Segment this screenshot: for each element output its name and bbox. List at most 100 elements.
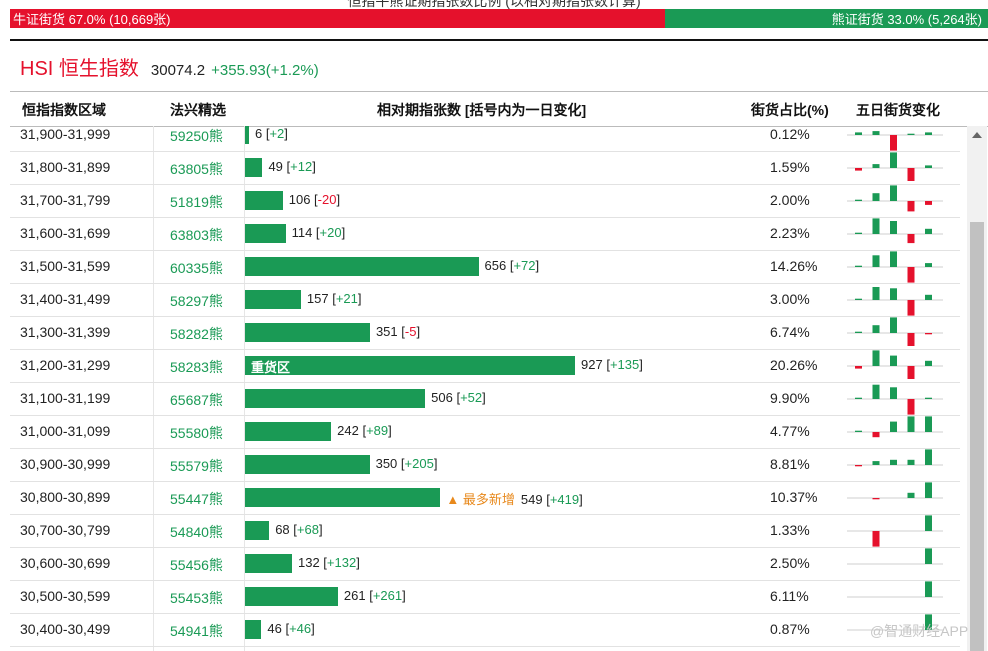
share-cell: 2.23% xyxy=(770,225,810,241)
table-row: 31,100-31,199 65687熊 506 [+52] 9.90% xyxy=(10,382,960,416)
warrant-code-link[interactable]: 54840熊 xyxy=(170,524,223,540)
table-row: 30,600-30,699 55456熊 132 [+132] 2.50% xyxy=(10,547,960,581)
five-day-bar xyxy=(925,132,932,135)
warrant-code-link[interactable]: 54941熊 xyxy=(170,623,223,639)
contracts-bar xyxy=(245,620,262,639)
five-day-bar xyxy=(855,366,862,369)
table-row: 31,000-31,099 55580熊 242 [+89] 4.77% xyxy=(10,415,960,449)
contracts-bar xyxy=(245,257,479,276)
warrant-code-link[interactable]: 58283熊 xyxy=(170,359,223,375)
share-cell: 6.11% xyxy=(770,588,809,604)
contracts-value: 351 [-5] xyxy=(375,324,421,339)
warrant-code-link[interactable]: 55453熊 xyxy=(170,590,223,606)
warrant-code-link[interactable]: 55579熊 xyxy=(170,458,223,474)
warrant-code-link[interactable]: 58297熊 xyxy=(170,293,223,309)
contracts-value: 157 [+21] xyxy=(306,291,362,306)
five-day-bar xyxy=(855,265,862,267)
contracts-value: 46 [+46] xyxy=(267,621,315,636)
column-separator xyxy=(153,126,154,651)
five-day-bar xyxy=(907,133,915,135)
five-day-sparkbar xyxy=(847,251,943,283)
warrant-code-link[interactable]: 59250熊 xyxy=(170,128,223,144)
warrant-code-link[interactable]: 51819熊 xyxy=(170,194,223,210)
daily-change: +132 xyxy=(326,555,357,570)
table-row: 31,600-31,699 63803熊 114 [+20] 2.23% xyxy=(10,217,960,251)
contracts-value: 68 [+68] xyxy=(275,522,323,537)
header-share: 街货占比(%) xyxy=(751,102,829,118)
share-cell: 20.26% xyxy=(770,357,818,373)
five-day-sparkbar xyxy=(847,614,943,631)
table-row: 31,400-31,499 58297熊 157 [+21] 3.00% xyxy=(10,283,960,317)
scroll-up-arrow-icon[interactable] xyxy=(972,132,982,138)
header-contracts: 相对期指张数 [括号内为一日变化] xyxy=(377,102,587,118)
contracts-number: 114 xyxy=(291,225,313,240)
table-row: 30,800-30,899 55447熊 ▲ 最多新增 549 [+419] 10.37… xyxy=(10,481,960,515)
warrant-code-link[interactable]: 65687熊 xyxy=(170,392,223,408)
contracts-bar xyxy=(245,587,338,606)
share-cell: 10.37% xyxy=(770,489,818,505)
contracts-bar xyxy=(245,488,441,507)
contracts-value: 927 [+135] xyxy=(581,357,643,372)
bear-ratio-segment: 熊证街货 33.0% (5,264张) xyxy=(665,9,988,28)
scrollbar-thumb[interactable] xyxy=(970,222,984,651)
table-row: 31,700-31,799 51819熊 106 [-20] 2.00% xyxy=(10,184,960,218)
table-body[interactable]: 31,900-31,999 59250熊 6 [+2] 0.12% 31,800-31,… xyxy=(10,126,960,651)
five-day-sparkbar xyxy=(847,548,943,565)
contracts-bar xyxy=(245,422,332,441)
warrant-code-link[interactable]: 55580熊 xyxy=(170,425,223,441)
five-day-sparkbar xyxy=(847,515,943,547)
five-day-sparkbar xyxy=(847,384,943,415)
daily-change: +20 xyxy=(319,225,342,240)
warrant-code-link[interactable]: 55456熊 xyxy=(170,557,223,573)
five-day-bar xyxy=(907,333,915,346)
five-day-sparkbar xyxy=(847,482,943,500)
range-cell: 31,500-31,599 xyxy=(20,258,111,274)
warrant-code-link[interactable]: 63803熊 xyxy=(170,227,223,243)
scrollbar[interactable] xyxy=(967,126,987,651)
contracts-number: 927 xyxy=(581,357,603,372)
daily-change: +419 xyxy=(549,492,580,507)
table-row: 30,700-30,799 54840熊 68 [+68] 1.33% xyxy=(10,514,960,548)
five-day-sparkbar xyxy=(847,185,943,212)
range-cell: 31,200-31,299 xyxy=(20,357,111,373)
five-day-sparkbar xyxy=(847,287,943,316)
five-day-bar xyxy=(872,255,880,267)
divider xyxy=(10,39,988,41)
index-change: +355.93(+1.2%) xyxy=(211,62,319,79)
contracts-number: 261 xyxy=(343,588,366,603)
five-day-bar xyxy=(925,548,932,564)
five-day-bar xyxy=(872,325,880,333)
contracts-value: 132 [+132] xyxy=(297,555,360,570)
daily-change: +2 xyxy=(269,126,285,141)
range-cell: 31,000-31,099 xyxy=(20,423,111,439)
share-cell: 0.87% xyxy=(770,621,810,637)
contracts-number: 46 xyxy=(267,621,282,636)
warrant-code-link[interactable]: 60335熊 xyxy=(170,260,223,276)
index-value: 30074.2 xyxy=(150,62,206,79)
table-row: 30,500-30,599 55453熊 261 [+261] 6.11% xyxy=(10,580,960,614)
share-cell: 3.00% xyxy=(770,291,810,307)
warrant-code-link[interactable]: 58282熊 xyxy=(170,326,223,342)
range-cell: 30,700-30,799 xyxy=(20,522,111,538)
five-day-bar xyxy=(872,193,880,201)
share-cell: 9.90% xyxy=(770,390,810,406)
range-cell: 31,400-31,499 xyxy=(20,291,111,307)
contracts-bar xyxy=(245,290,301,309)
range-cell: 31,600-31,699 xyxy=(20,225,111,241)
contracts-value: 350 [+205] xyxy=(375,456,438,471)
header-pick: 法兴精选 xyxy=(170,102,226,118)
contracts-bar xyxy=(245,389,426,408)
five-day-bar xyxy=(925,201,932,205)
header-five-day: 五日街货变化 xyxy=(856,102,940,118)
range-cell: 30,500-30,599 xyxy=(20,588,111,604)
five-day-bar xyxy=(872,384,880,399)
bull-ratio-segment: 牛证街货 67.0% (10,669张) xyxy=(10,9,666,28)
warrant-code-link[interactable]: 63805熊 xyxy=(170,161,223,177)
table-row: 31,200-31,299 58283熊 重货区 927 [+135] 20.26% xyxy=(10,349,960,383)
warrant-code-link[interactable]: 55447熊 xyxy=(170,491,223,507)
five-day-bar xyxy=(907,492,915,498)
five-day-bar xyxy=(872,461,880,465)
contracts-number: 350 xyxy=(375,456,398,471)
five-day-bar xyxy=(872,287,880,300)
five-day-bar xyxy=(925,581,932,597)
